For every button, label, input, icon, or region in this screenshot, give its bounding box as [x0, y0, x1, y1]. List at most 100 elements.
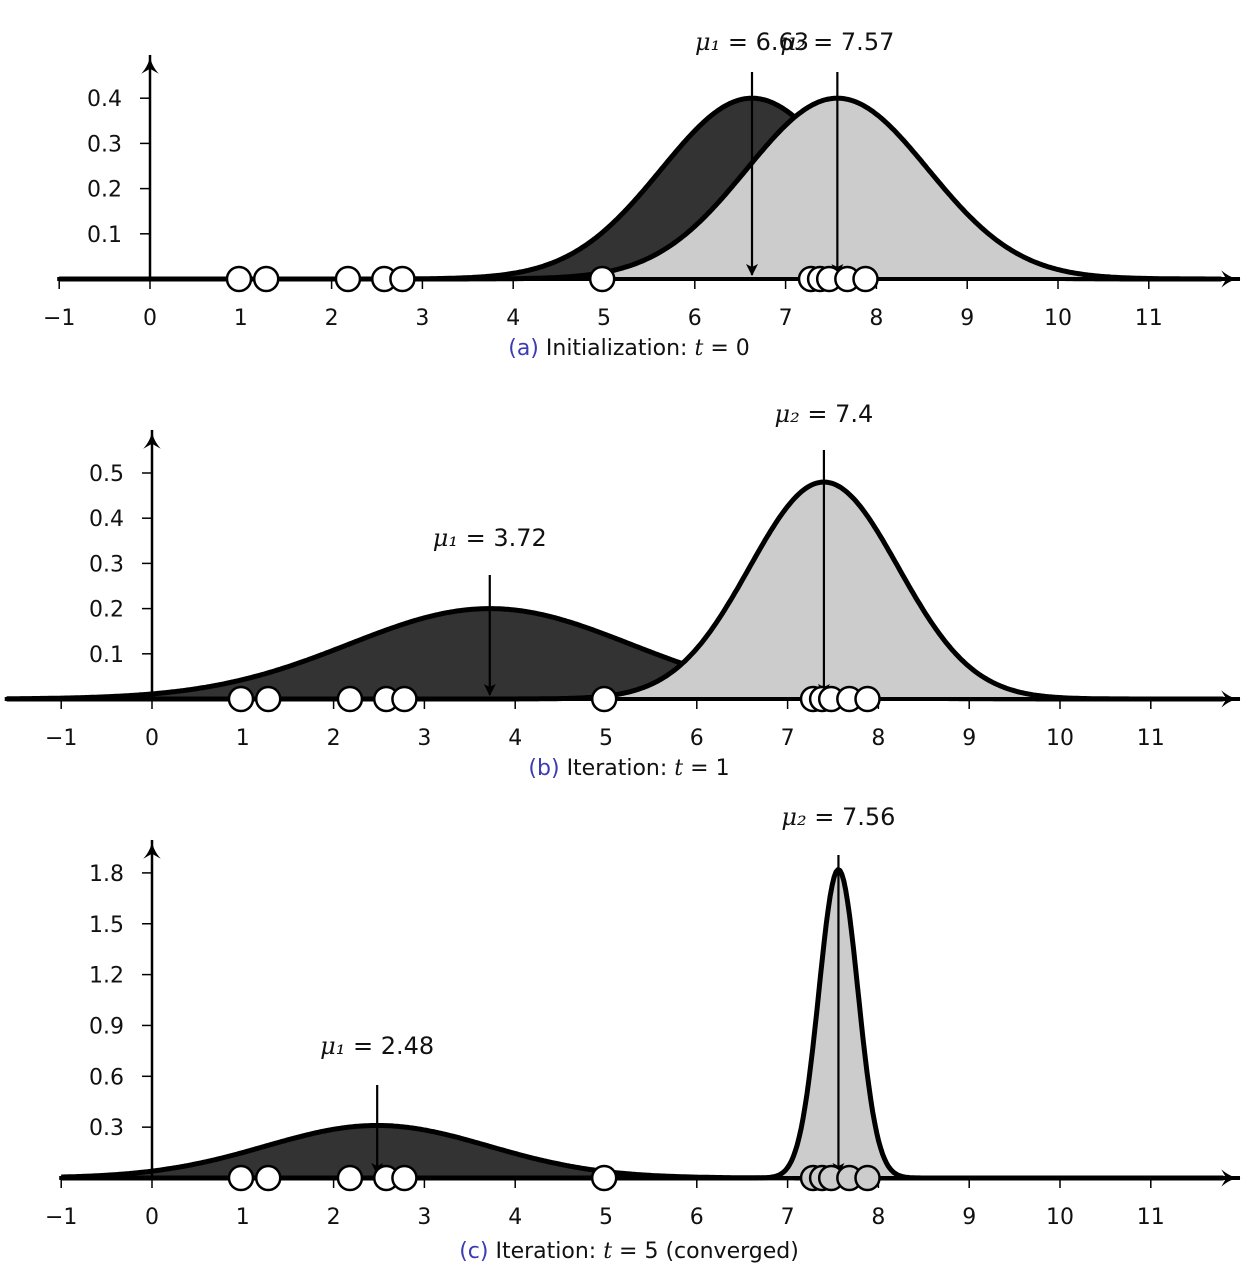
y-tick-label: 0.4: [87, 87, 122, 112]
y-tick-label: 0.2: [87, 178, 122, 203]
mu-2-label: μ₂ = 7.57: [780, 28, 894, 56]
x-tick-label: 2: [325, 306, 339, 331]
x-tick-label: 2: [327, 1205, 341, 1230]
caption-suffix: (converged): [665, 1239, 799, 1264]
y-tick-label: 0.3: [87, 132, 122, 157]
caption-t: t: [674, 756, 684, 781]
x-tick-label: 3: [415, 306, 429, 331]
y-tick-label: 0.2: [89, 598, 124, 623]
panel-a: −1 0 1 2 3 4 5 6 7 8 9 10 11 0.1 0.2 0.3 0.4 μ₁ = 6.63 μ₂ …: [0, 0, 1258, 380]
x-tick-label: 3: [417, 726, 431, 751]
x-tick-label: 2: [327, 726, 341, 751]
x-tick-label: 9: [962, 726, 976, 751]
y-tick-label: 0.5: [89, 462, 124, 487]
x-tick-label: 11: [1137, 1205, 1165, 1230]
data-point: [389, 265, 416, 293]
data-point: [227, 685, 255, 713]
caption-a: (a) Initialization: t = 0: [0, 336, 1258, 361]
x-tick-label: 10: [1046, 1205, 1074, 1230]
x-tick-label: 0: [143, 306, 157, 331]
data-point: [336, 685, 364, 713]
x-tick-label: 10: [1046, 726, 1074, 751]
x-tick-label: 9: [960, 306, 974, 331]
caption-t-value: 0: [735, 336, 750, 361]
chart-panel-a: −1 0 1 2 3 4 5 6 7 8 9 10 11 0.1 0.2 0.3 0.4 μ₁ = 6.63μ₂ …: [43, 28, 1242, 331]
y-tick-label: 0.3: [89, 1116, 124, 1141]
x-tick-label: 4: [506, 306, 520, 331]
x-tick-label: 4: [508, 1205, 522, 1230]
x-tick-label: −1: [43, 306, 75, 331]
caption-text: Iteration:: [495, 1239, 597, 1264]
x-tick-label: 7: [781, 1205, 795, 1230]
component-2-fill: [6, 482, 1224, 699]
mu-1-label: μ₁ = 6.63: [695, 28, 809, 56]
x-tick-label: 1: [234, 306, 248, 331]
data-point: [252, 265, 280, 293]
component-1-fill: [59, 98, 1222, 279]
data-point: [254, 685, 282, 713]
component-2-curve: [60, 867, 1224, 1181]
caption-equals: =: [619, 1239, 638, 1264]
data-point: [854, 685, 881, 713]
data-point: [852, 265, 879, 293]
x-tick-label: 5: [599, 726, 613, 751]
caption-t-value: 5: [644, 1239, 659, 1264]
y-tick-label: 1.5: [89, 913, 124, 938]
x-tick-label: 3: [417, 1205, 431, 1230]
x-tick-label: 8: [871, 726, 885, 751]
data-point: [334, 265, 362, 293]
y-tick-label: 1.8: [89, 862, 124, 887]
caption-c: (c) Iteration: t = 5 (converged): [0, 1239, 1258, 1264]
x-tick-label: 6: [688, 306, 702, 331]
y-tick-label: 0.3: [89, 552, 124, 577]
caption-text: Iteration:: [566, 756, 668, 781]
x-tick-label: 6: [690, 1205, 704, 1230]
data-point: [336, 1164, 364, 1192]
caption-t: t: [603, 1239, 613, 1264]
y-tick-label: 1.2: [89, 964, 124, 989]
caption-t: t: [694, 336, 704, 361]
x-tick-label: 8: [869, 306, 883, 331]
mu-2-label: μ₂ = 7.4: [775, 400, 874, 428]
x-tick-label: −1: [45, 726, 77, 751]
data-point: [590, 685, 618, 713]
x-tick-label: 9: [962, 1205, 976, 1230]
x-tick-label: 11: [1135, 306, 1163, 331]
x-tick-label: 7: [779, 306, 793, 331]
data-point: [391, 1164, 418, 1192]
mu-1-label: μ₁ = 3.72: [433, 524, 547, 552]
data-point: [227, 1164, 255, 1192]
x-tick-label: 8: [871, 1205, 885, 1230]
x-tick-label: 7: [781, 726, 795, 751]
y-tick-label: 0.6: [89, 1065, 124, 1090]
panel-b: −1 0 1 2 3 4 5 6 7 8 9 10 11 0.1 0.2 0.3 0.4 0.5 μ₁ = 3.72…: [4, 400, 1242, 781]
data-point: [588, 265, 616, 293]
x-tick-label: 10: [1044, 306, 1072, 331]
data-point: [254, 1164, 282, 1192]
y-tick-label: 0.9: [89, 1014, 124, 1039]
component-2-fill: [59, 98, 1222, 279]
data-point: [590, 1164, 618, 1192]
x-tick-label: 1: [236, 1205, 250, 1230]
component-1-fill: [6, 608, 1224, 699]
caption-t-value: 1: [715, 756, 730, 781]
y-tick-label: 0.1: [87, 223, 122, 248]
y-tick-label: 0.4: [89, 507, 124, 532]
x-tick-label: 11: [1137, 726, 1165, 751]
data-point: [225, 265, 253, 293]
caption-letter: (b): [528, 756, 560, 781]
data-point: [854, 1164, 881, 1192]
x-tick-label: 0: [145, 1205, 159, 1230]
x-tick-label: 5: [599, 1205, 613, 1230]
component-2-fill: [61, 869, 1224, 1178]
x-tick-label: 5: [597, 306, 611, 331]
caption-letter: (a): [508, 336, 539, 361]
x-tick-label: 1: [236, 726, 250, 751]
x-tick-label: 0: [145, 726, 159, 751]
caption-text: Initialization:: [545, 336, 688, 361]
mu-1-label: μ₁ = 2.48: [320, 1032, 434, 1060]
chart-panel-b: −1 0 1 2 3 4 5 6 7 8 9 10 11 0.1 0.2 0.3 0.4 0.5 μ₁ = 3.72…: [4, 400, 1242, 751]
x-tick-label: −1: [45, 1205, 77, 1230]
